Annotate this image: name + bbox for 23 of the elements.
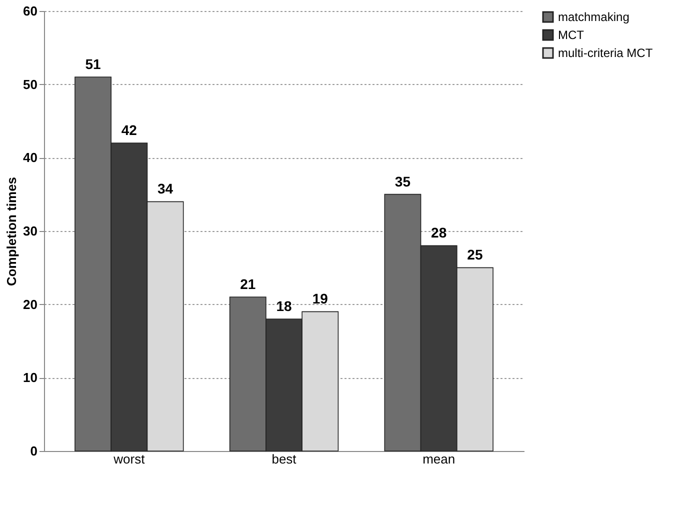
data-label: 42: [121, 122, 138, 138]
y-tick-label: 40: [23, 150, 38, 166]
data-label: 35: [394, 173, 411, 190]
legend-label: multi-criteria MCT: [558, 46, 654, 60]
legend-label: matchmaking: [558, 10, 630, 24]
y-tick-label: 0: [30, 444, 38, 458]
data-label: 28: [431, 224, 447, 241]
data-label: 21: [240, 276, 256, 292]
y-axis-title: Completion times: [4, 176, 20, 286]
data-label: 34: [158, 180, 174, 197]
x-tick-label: best: [272, 452, 297, 466]
y-tick-label: 20: [23, 296, 38, 312]
data-label: 19: [312, 290, 328, 307]
data-label: 51: [85, 56, 102, 72]
x-tick-label: mean: [422, 452, 456, 466]
y-tick-label: 10: [23, 370, 38, 386]
data-label: 25: [467, 246, 483, 263]
legend-label: MCT: [558, 28, 585, 42]
y-tick-label: 50: [23, 76, 38, 92]
y-tick-label: 30: [23, 224, 38, 238]
data-label: 18: [276, 298, 292, 314]
x-tick-label: worst: [112, 452, 146, 466]
y-tick-label: 60: [23, 4, 38, 18]
